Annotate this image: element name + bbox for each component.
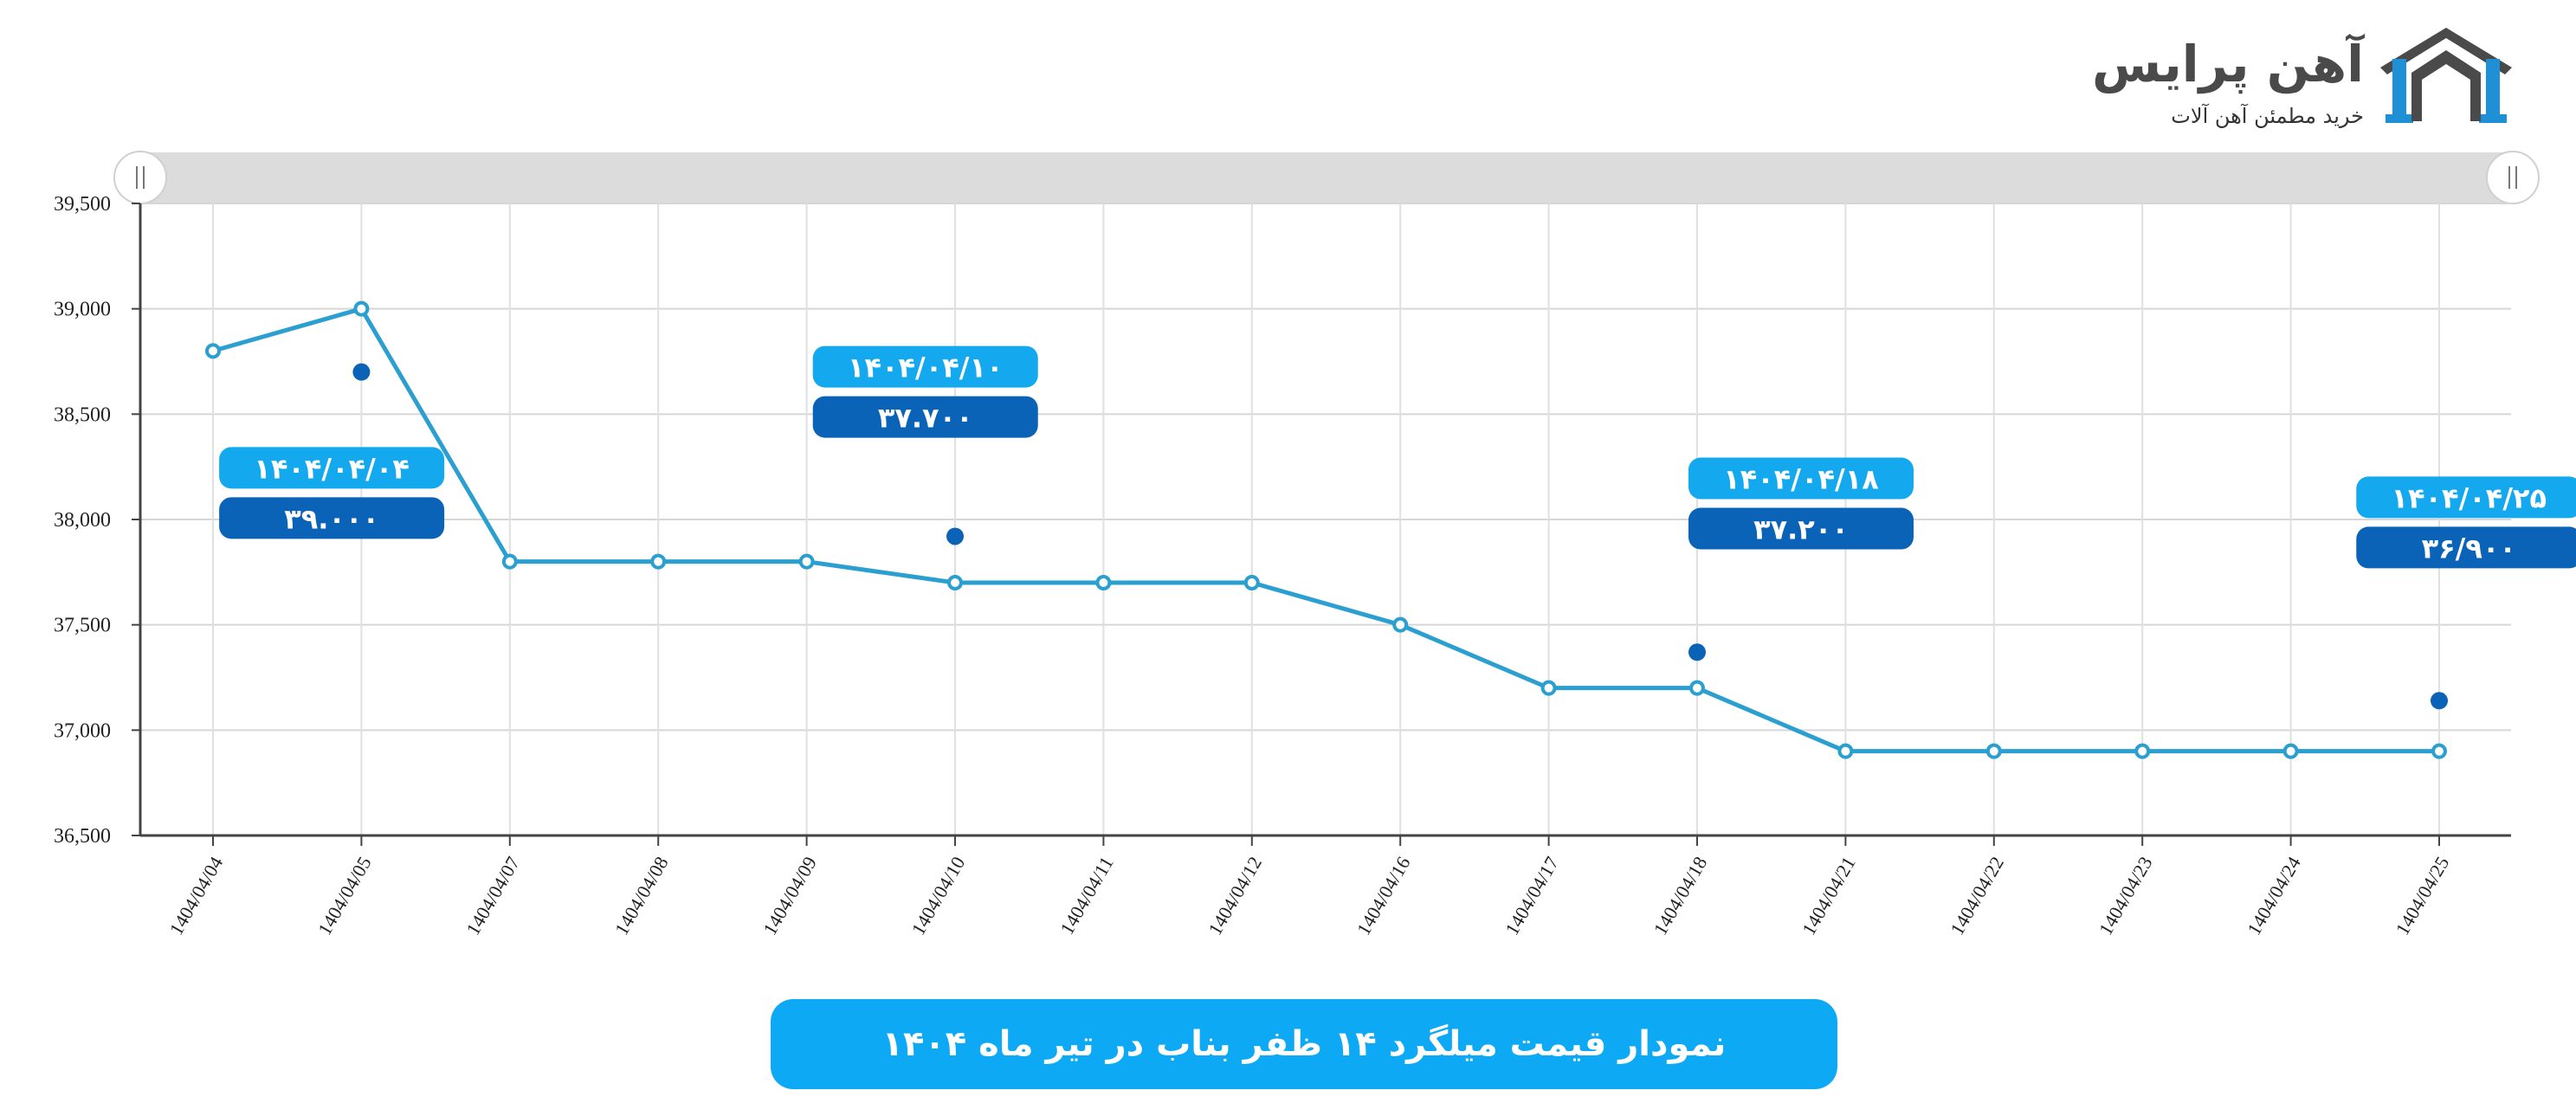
y-tick-label: 39,000 — [54, 299, 111, 321]
x-tick-label: 1404/04/10 — [907, 853, 970, 939]
data-point — [650, 553, 667, 570]
price-callouts: ۱۴۰۴/۰۴/۰۴۳۹.۰۰۰۱۴۰۴/۰۴/۱۰۳۷.۷۰۰۱۴۰۴/۰۴/… — [219, 345, 2576, 710]
y-tick-label: 38,000 — [54, 509, 111, 532]
data-point — [2282, 743, 2299, 759]
brand-logo: آهن پرایس خرید مطمئن آهن آلات — [2092, 24, 2515, 137]
x-tick-label: 1404/04/04 — [165, 853, 228, 939]
callout-date: ۱۴۰۴/۰۴/۲۵ — [2391, 481, 2547, 514]
callout-marker — [946, 527, 964, 545]
x-tick-label: 1404/04/23 — [2095, 853, 2157, 939]
x-tick-label: 1404/04/07 — [462, 853, 524, 939]
callout-marker — [1688, 643, 1706, 661]
callout-date-box — [1688, 457, 1914, 500]
navigator-handle-left[interactable] — [113, 151, 167, 204]
data-point — [501, 553, 518, 570]
y-tick-label: 38,500 — [54, 403, 111, 426]
callout-price-box — [219, 497, 445, 539]
callout-date-box — [219, 447, 445, 489]
chart-title: نمودار قیمت میلگرد ۱۴ ظفر بناب در تیر ما… — [881, 1024, 1727, 1064]
callout-price: ۳۶/۹۰۰ — [2422, 532, 2516, 564]
callout-marker — [352, 363, 371, 381]
x-tick-label: 1404/04/12 — [1204, 853, 1266, 939]
price-callout: ۱۴۰۴/۰۴/۱۸ ۳۷.۲۰۰ — [1688, 457, 1914, 661]
data-point — [205, 343, 221, 359]
callout-date-box — [2356, 476, 2576, 519]
callout-marker — [2431, 692, 2448, 710]
y-tick-label: 37,000 — [54, 719, 111, 742]
x-axis-ticks: 1404/04/04 1404/04/05 1404/04/07 1404/04/08… — [165, 835, 2454, 939]
callout-date: ۱۴۰۴/۰۴/۱۸ — [1723, 463, 1879, 496]
y-tick-label: 39,500 — [54, 193, 111, 216]
data-point — [798, 553, 815, 570]
price-callout: ۱۴۰۴/۰۴/۲۵ ۳۶/۹۰۰ — [2356, 476, 2576, 710]
callout-date: ۱۴۰۴/۰۴/۱۰ — [848, 352, 1004, 384]
callout-price: ۳۹.۰۰۰ — [284, 502, 379, 535]
data-point — [1392, 616, 1409, 633]
series-line — [212, 306, 2439, 754]
range-navigator[interactable] — [113, 151, 2540, 204]
y-tick-label: 36,500 — [54, 825, 111, 848]
x-tick-label: 1404/04/21 — [1798, 853, 1860, 939]
x-tick-label: 1404/04/16 — [1353, 853, 1415, 939]
data-point — [1095, 575, 1112, 590]
price-callout: ۱۴۰۴/۰۴/۱۰ ۳۷.۷۰۰ — [812, 345, 1038, 545]
navigator-track — [140, 152, 2513, 203]
callout-price: ۳۷.۷۰۰ — [878, 402, 973, 435]
data-point — [1689, 680, 1705, 696]
data-point — [2134, 743, 2151, 759]
x-tick-label: 1404/04/24 — [2243, 853, 2305, 939]
x-tick-label: 1404/04/18 — [1650, 853, 1712, 939]
chart-grid — [140, 203, 2511, 836]
data-point — [947, 575, 963, 590]
price-series — [205, 300, 2447, 759]
x-tick-label: 1404/04/09 — [759, 853, 821, 939]
data-point — [2431, 743, 2447, 759]
x-tick-label: 1404/04/08 — [610, 853, 673, 939]
navigator-handle-right[interactable] — [2486, 151, 2540, 204]
navigator-handle-left-knob — [113, 151, 167, 204]
data-point — [353, 300, 370, 317]
y-tick-label: 37,500 — [54, 615, 111, 637]
callout-price-box — [812, 396, 1038, 438]
price-callout: ۱۴۰۴/۰۴/۰۴ ۳۹.۰۰۰ — [219, 363, 445, 539]
x-tick-label: 1404/04/22 — [1946, 853, 2008, 939]
data-point — [1837, 743, 1854, 759]
callout-date: ۱۴۰۴/۰۴/۰۴ — [254, 452, 410, 485]
navigator-handle-right-knob — [2486, 151, 2540, 204]
data-point — [1540, 680, 1557, 696]
house-columns-logo-icon — [2380, 28, 2512, 123]
callout-price: ۳۷.۲۰۰ — [1753, 513, 1849, 546]
x-tick-label: 1404/04/05 — [313, 853, 376, 939]
brand-tagline: خرید مطمئن آهن آلات — [2171, 104, 2364, 128]
data-point — [1985, 743, 2002, 759]
brand-name: آهن پرایس — [2092, 35, 2364, 94]
x-tick-label: 1404/04/11 — [1056, 853, 1117, 939]
y-axis-ticks: 36,500 37,000 37,500 38,000 38,500 39,000 39,5… — [54, 193, 140, 848]
data-point — [1243, 575, 1260, 590]
x-tick-label: 1404/04/17 — [1501, 853, 1563, 939]
x-tick-label: 1404/04/25 — [2392, 853, 2454, 939]
callout-price-box — [2356, 526, 2576, 569]
chart-title-banner: نمودار قیمت میلگرد ۱۴ ظفر بناب در تیر ما… — [771, 999, 1837, 1089]
callout-price-box — [1688, 507, 1914, 550]
callout-date-box — [812, 345, 1038, 388]
